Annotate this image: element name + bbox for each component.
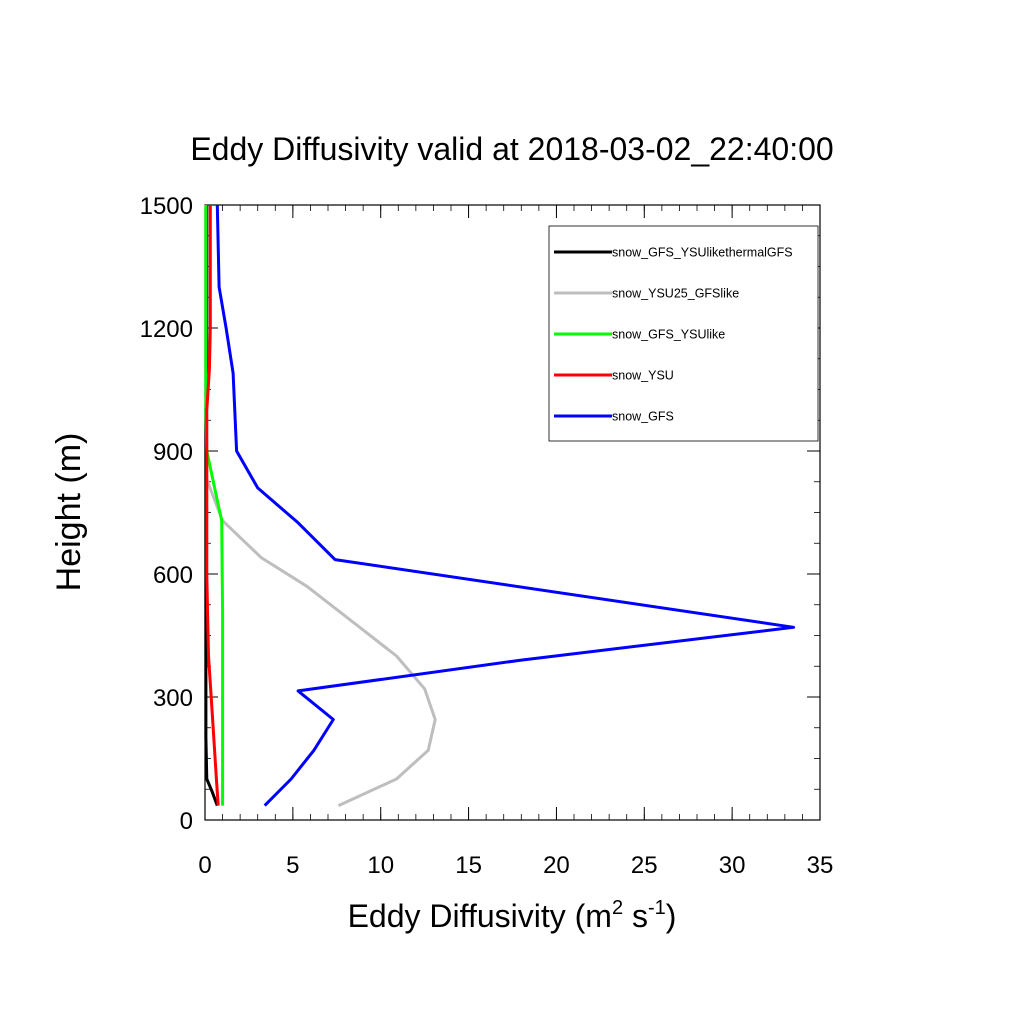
x-axis-label-main: Eddy Diffusivity (m [348,898,612,934]
y-tick-label: 0 [180,808,193,835]
y-tick-label: 900 [153,439,193,466]
x-tick-label: 15 [455,852,482,879]
x-tick-label: 5 [286,852,299,879]
legend: snow_GFS_YSUlikethermalGFS snow_YSU25_GFS… [548,225,819,442]
legend-label: snow_YSU [612,369,674,383]
x-tick-label: 25 [631,852,658,879]
x-tick-label: 35 [807,852,834,879]
x-axis-label-sup2: -1 [648,897,666,919]
legend-label: snow_GFS [612,410,674,424]
x-axis-label-mid: s [623,898,648,934]
series-lines [204,204,796,807]
y-tick-labels: 0 300 600 900 1200 1500 [140,193,193,835]
y-axis-label: Height (m) [50,433,88,592]
y-tick-label: 1200 [140,316,193,343]
chart-title: Eddy Diffusivity valid at 2018-03-02_22:… [190,131,833,167]
y-tick-label: 1500 [140,193,193,220]
legend-label: snow_GFS_YSUlikethermalGFS [612,246,793,260]
legend-label: snow_YSU25_GFSlike [612,287,739,301]
y-tick-label: 600 [153,562,193,589]
x-tick-label: 0 [198,852,211,879]
x-tick-labels: 0 5 10 15 20 25 30 35 [198,852,833,879]
x-tick-label: 30 [719,852,746,879]
x-tick-label: 20 [543,852,570,879]
series-line-snow_GFS [215,204,796,807]
x-axis-label-sup1: 2 [612,897,623,919]
legend-label: snow_GFS_YSUlike [612,328,725,342]
y-tick-label: 300 [153,685,193,712]
x-axis-label-end: ) [666,898,677,934]
series-line-snow_YSU [205,205,220,806]
x-tick-label: 10 [367,852,394,879]
x-axis-label: Eddy Diffusivity (m2 s-1) [348,897,677,934]
series-line-snow_YSU25_GFSlike [205,479,437,807]
